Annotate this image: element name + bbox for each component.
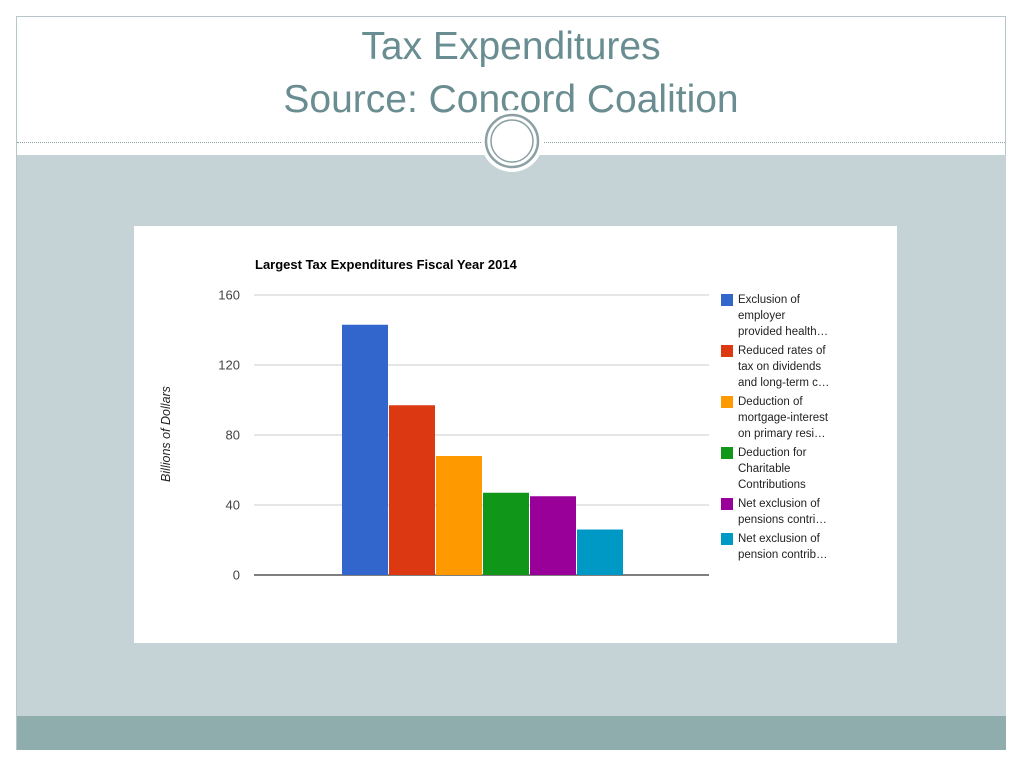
bar-4	[483, 492, 529, 575]
y-tick-label: 40	[226, 498, 240, 513]
y-axis-label: Billions of Dollars	[159, 386, 173, 482]
legend-label: Deduction for Charitable Contributions	[738, 447, 807, 491]
y-tick-labels: 0 40 80 120 160	[218, 288, 240, 583]
bar-3	[436, 456, 482, 575]
bar-6	[577, 529, 623, 575]
slide-title: Tax Expenditures	[361, 25, 661, 68]
slide-title-area: Tax Expenditures Source: Concord Coaliti…	[16, 17, 1006, 142]
y-tick-label: 160	[218, 288, 240, 303]
y-tick-label: 80	[226, 428, 240, 443]
bar-chart: Largest Tax Expenditures Fiscal Year 201…	[159, 257, 709, 583]
legend-swatch	[721, 294, 733, 306]
legend-label: Deduction of mortgage-interest on primar…	[738, 396, 829, 440]
footer-band	[17, 716, 1006, 750]
y-tick-label: 0	[233, 568, 240, 583]
bar-2	[389, 405, 435, 575]
legend-swatch	[721, 498, 733, 510]
chart-title: Largest Tax Expenditures Fiscal Year 201…	[255, 257, 518, 272]
chart-card: Largest Tax Expenditures Fiscal Year 201…	[134, 226, 897, 643]
y-tick-label: 120	[218, 358, 240, 373]
legend-label: Net exclusion of pension contrib…	[738, 533, 828, 561]
legend-swatch	[721, 533, 733, 545]
legend-label: Reduced rates of tax on dividends and lo…	[738, 345, 830, 389]
legend-label: Exclusion of employer provided health…	[738, 294, 829, 338]
bar-1	[342, 324, 388, 575]
legend-swatch	[721, 396, 733, 408]
bar-5	[530, 496, 576, 575]
legend-swatch	[721, 447, 733, 459]
legend-label: Net exclusion of pensions contri…	[738, 498, 827, 526]
bars	[342, 324, 623, 575]
legend-swatch	[721, 345, 733, 357]
circle-ornament-icon	[481, 110, 543, 172]
